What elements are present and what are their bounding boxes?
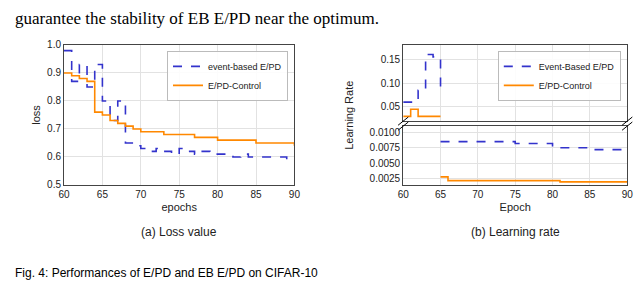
svg-text:65: 65 [97, 189, 109, 200]
svg-text:0.9: 0.9 [47, 67, 61, 78]
svg-text:85: 85 [250, 189, 262, 200]
svg-text:0.0050: 0.0050 [370, 158, 401, 169]
svg-text:60: 60 [398, 189, 410, 200]
svg-text:0.0100: 0.0100 [370, 127, 401, 138]
svg-text:Fig. 4: Performances of E/PD a: Fig. 4: Performances of E/PD and EB E/PD… [15, 266, 318, 280]
svg-text:70: 70 [472, 189, 484, 200]
svg-text:75: 75 [510, 189, 522, 200]
svg-text:80: 80 [547, 189, 559, 200]
svg-text:E/PD-Control: E/PD-Control [208, 81, 261, 91]
svg-text:85: 85 [584, 189, 596, 200]
svg-text:75: 75 [174, 189, 186, 200]
svg-text:0.05: 0.05 [381, 101, 401, 112]
svg-text:80: 80 [212, 189, 224, 200]
svg-text:(b) Learning rate: (b) Learning rate [471, 225, 560, 239]
svg-text:0.5: 0.5 [47, 179, 61, 190]
svg-text:90: 90 [289, 189, 301, 200]
svg-text:event-based E/PD: event-based E/PD [208, 62, 282, 72]
svg-text:65: 65 [435, 189, 447, 200]
svg-text:90: 90 [622, 189, 634, 200]
svg-text:guarantee the stability of EB: guarantee the stability of EB E/PD near … [15, 9, 379, 28]
svg-text:epochs: epochs [161, 201, 197, 213]
svg-text:0.6: 0.6 [47, 151, 61, 162]
svg-text:1.0: 1.0 [47, 39, 61, 50]
svg-text:0.8: 0.8 [47, 95, 61, 106]
svg-text:70: 70 [135, 189, 147, 200]
svg-text:(a) Loss value: (a) Loss value [141, 225, 217, 239]
svg-text:loss: loss [30, 105, 42, 125]
svg-text:0.15: 0.15 [381, 54, 401, 65]
svg-text:0.0025: 0.0025 [370, 173, 401, 184]
svg-text:Event-Based E/PD: Event-Based E/PD [539, 62, 615, 72]
svg-text:E/PD-Control: E/PD-Control [539, 81, 592, 91]
svg-text:Epoch: Epoch [500, 201, 531, 213]
svg-text:60: 60 [58, 189, 70, 200]
svg-text:0.7: 0.7 [47, 123, 61, 134]
svg-text:0.0075: 0.0075 [370, 142, 401, 153]
svg-text:Learning Rate: Learning Rate [343, 81, 355, 150]
svg-text:0.10: 0.10 [381, 78, 401, 89]
